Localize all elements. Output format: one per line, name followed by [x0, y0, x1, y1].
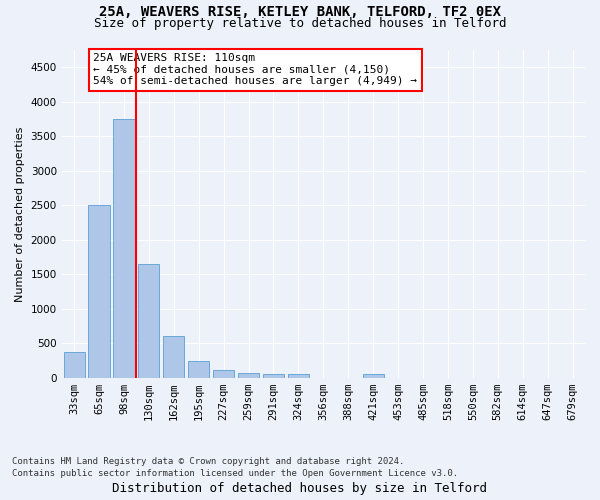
Bar	[64, 352, 85, 378]
Bar	[213, 370, 234, 378]
Text: 25A WEAVERS RISE: 110sqm
← 45% of detached houses are smaller (4,150)
54% of sem: 25A WEAVERS RISE: 110sqm ← 45% of detach…	[93, 54, 417, 86]
Bar	[88, 205, 110, 378]
Bar	[238, 373, 259, 378]
Bar	[113, 119, 134, 378]
Bar	[188, 361, 209, 378]
Bar	[163, 336, 184, 378]
Bar	[263, 374, 284, 378]
Text: Size of property relative to detached houses in Telford: Size of property relative to detached ho…	[94, 18, 506, 30]
Text: Distribution of detached houses by size in Telford: Distribution of detached houses by size …	[113, 482, 487, 495]
Text: Contains HM Land Registry data © Crown copyright and database right 2024.: Contains HM Land Registry data © Crown c…	[12, 458, 404, 466]
Text: 25A, WEAVERS RISE, KETLEY BANK, TELFORD, TF2 0EX: 25A, WEAVERS RISE, KETLEY BANK, TELFORD,…	[99, 5, 501, 19]
Y-axis label: Number of detached properties: Number of detached properties	[15, 126, 25, 302]
Bar	[288, 374, 309, 378]
Bar	[138, 264, 160, 378]
Bar	[362, 374, 384, 378]
Text: Contains public sector information licensed under the Open Government Licence v3: Contains public sector information licen…	[12, 469, 458, 478]
